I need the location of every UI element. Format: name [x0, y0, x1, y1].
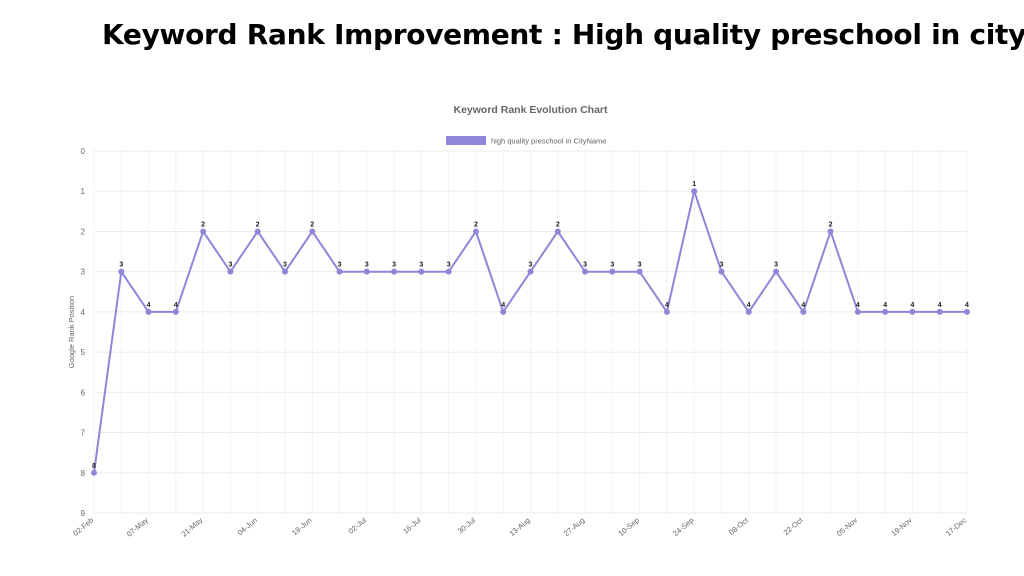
data-point [254, 228, 261, 235]
data-point [472, 228, 479, 235]
x-tick-label: 10-Sep [617, 516, 641, 538]
chart-title: Keyword Rank Evolution Chart [453, 104, 608, 116]
data-point [882, 308, 889, 315]
data-point [609, 268, 616, 275]
data-point [418, 268, 425, 275]
y-tick-label: 0 [81, 147, 86, 156]
y-tick-label: 3 [81, 268, 86, 277]
data-point [745, 308, 752, 315]
data-label: 3 [774, 262, 778, 269]
data-label: 4 [174, 302, 178, 309]
page-title: Keyword Rank Improvement : High quality … [102, 18, 1024, 51]
data-label: 4 [801, 302, 805, 309]
y-tick-label: 1 [81, 187, 86, 196]
data-point [800, 308, 807, 315]
x-tick-label: 05-Nov [835, 515, 859, 538]
data-label: 3 [283, 262, 287, 269]
legend-label: high quality preschool in CityName [491, 137, 606, 146]
data-point [582, 268, 589, 275]
data-label: 3 [419, 262, 423, 269]
x-tick-label: 27-Aug [562, 516, 586, 538]
x-tick-label: 07-May [125, 515, 150, 538]
data-label: 4 [501, 302, 505, 309]
data-label: 3 [610, 262, 614, 269]
data-label: 4 [910, 302, 914, 309]
y-tick-label: 5 [81, 348, 86, 357]
data-point [527, 268, 534, 275]
x-tick-label: 08-Oct [727, 515, 751, 537]
x-tick-label: 30-Jul [456, 515, 478, 535]
y-tick-label: 7 [81, 429, 86, 438]
x-tick-label: 13-Aug [507, 516, 531, 538]
x-tick-label: 19-Nov [889, 515, 913, 538]
data-point [200, 228, 207, 235]
legend-swatch [446, 136, 486, 145]
data-point [636, 268, 643, 275]
x-tick-label: 18-Jun [290, 516, 313, 538]
data-label: 2 [201, 221, 205, 228]
data-point [172, 308, 179, 315]
data-label: 2 [256, 221, 260, 228]
data-point [391, 268, 398, 275]
x-tick-label: 16-Jul [401, 515, 423, 535]
y-axis-title: Google Rank Position [67, 296, 76, 369]
data-point [118, 268, 125, 275]
data-label: 4 [747, 302, 751, 309]
data-point [909, 308, 916, 315]
data-point [91, 469, 97, 476]
data-label: 3 [638, 262, 642, 269]
data-label: 2 [474, 221, 478, 228]
data-point [964, 308, 970, 315]
x-tick-label: 17-Dec [944, 515, 968, 538]
data-point [145, 308, 152, 315]
y-tick-label: 4 [81, 308, 86, 317]
x-tick-label: 22-Oct [782, 515, 806, 537]
data-point [336, 268, 343, 275]
y-tick-label: 9 [81, 509, 86, 518]
data-label: 3 [392, 262, 396, 269]
data-label: 2 [829, 221, 833, 228]
data-point [281, 268, 288, 275]
data-label: 2 [310, 221, 314, 228]
data-point [718, 268, 725, 275]
data-label: 3 [338, 262, 342, 269]
data-point [445, 268, 452, 275]
data-label: 1 [692, 181, 696, 188]
data-point [663, 308, 670, 315]
data-point [554, 228, 561, 235]
data-label: 3 [447, 262, 451, 269]
data-label: 4 [938, 302, 942, 309]
data-label: 8 [92, 463, 96, 470]
data-point [691, 188, 698, 195]
data-label: 3 [720, 262, 724, 269]
data-label: 4 [147, 302, 151, 309]
data-point [227, 268, 234, 275]
data-label: 3 [583, 262, 587, 269]
y-tick-label: 6 [81, 388, 86, 397]
data-label: 3 [119, 262, 123, 269]
data-label: 4 [665, 302, 669, 309]
data-label: 3 [228, 262, 232, 269]
data-point [363, 268, 370, 275]
data-label: 3 [529, 262, 533, 269]
data-point [827, 228, 834, 235]
data-point [854, 308, 861, 315]
data-point [309, 228, 316, 235]
x-tick-label: 04-Jun [236, 516, 259, 538]
y-tick-label: 2 [81, 227, 86, 236]
x-tick-label: 02-Feb [71, 516, 95, 538]
data-point [936, 308, 943, 315]
data-label: 4 [856, 302, 860, 309]
x-tick-label: 21-May [179, 515, 204, 538]
data-label: 2 [556, 221, 560, 228]
x-tick-label: 24-Sep [671, 516, 695, 538]
data-point [500, 308, 507, 315]
data-point [773, 268, 780, 275]
data-label: 4 [965, 302, 969, 309]
data-label: 4 [883, 302, 887, 309]
y-tick-label: 8 [81, 469, 86, 478]
x-tick-label: 02-Jul [347, 515, 369, 535]
data-label: 3 [365, 262, 369, 269]
